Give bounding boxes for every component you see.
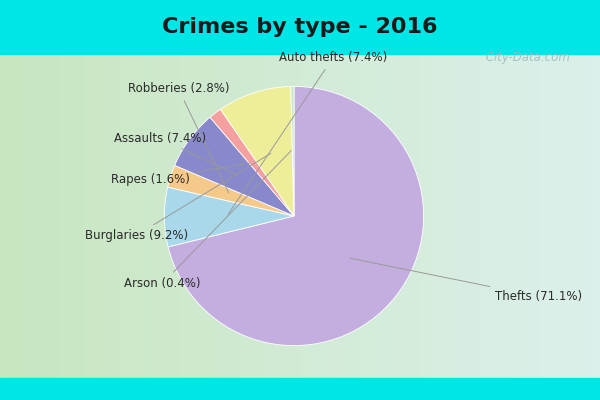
Text: Arson (0.4%): Arson (0.4%): [124, 151, 291, 290]
Wedge shape: [175, 117, 294, 216]
Text: Rapes (1.6%): Rapes (1.6%): [112, 163, 250, 186]
Wedge shape: [210, 109, 294, 216]
Text: Auto thefts (7.4%): Auto thefts (7.4%): [228, 51, 387, 214]
Bar: [0, 0, 600, 54]
Wedge shape: [168, 86, 424, 346]
Text: City-Data.com: City-Data.com: [482, 52, 570, 64]
Text: Crimes by type - 2016: Crimes by type - 2016: [162, 17, 438, 37]
Text: Burglaries (9.2%): Burglaries (9.2%): [85, 153, 271, 242]
Wedge shape: [220, 86, 294, 216]
Text: Thefts (71.1%): Thefts (71.1%): [350, 258, 582, 303]
Text: Robberies (2.8%): Robberies (2.8%): [128, 82, 229, 193]
Wedge shape: [167, 166, 294, 216]
Wedge shape: [291, 86, 294, 216]
Wedge shape: [164, 187, 294, 247]
Text: Assaults (7.4%): Assaults (7.4%): [114, 132, 237, 175]
Bar: [0, 378, 600, 400]
